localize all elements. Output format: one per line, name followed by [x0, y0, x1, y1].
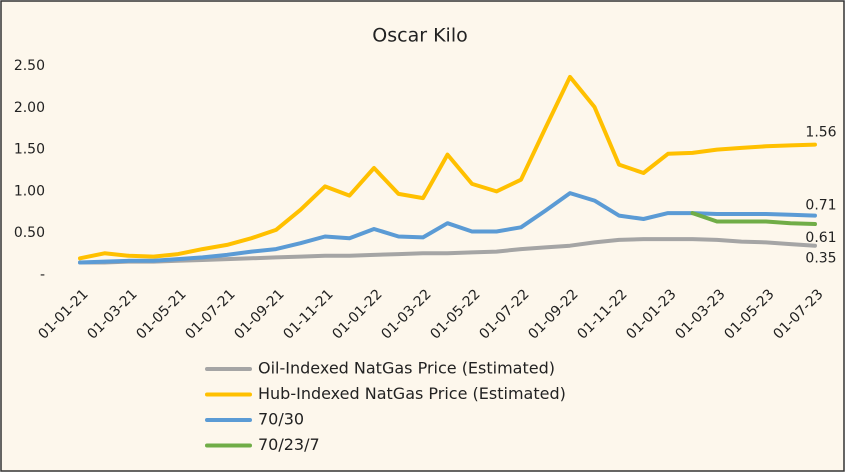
series-line: [690, 211, 817, 226]
series-line: [78, 74, 817, 261]
y-tick-label: 1.50: [14, 142, 45, 158]
chart-title: Oscar Kilo: [372, 25, 467, 47]
data-label: 0.61: [805, 230, 836, 246]
y-tick-label: 0.50: [14, 225, 45, 241]
y-tick-label: 2.50: [14, 58, 45, 74]
data-label: 0.71: [805, 198, 836, 214]
y-tick-label: -: [40, 267, 45, 283]
legend-label: Oil-Indexed NatGas Price (Estimated): [258, 359, 555, 378]
data-label: 1.56: [805, 125, 836, 141]
y-tick-label: 1.00: [14, 183, 45, 199]
legend-label: 70/30: [258, 410, 304, 429]
legend-label: 70/23/7: [258, 435, 320, 454]
legend-label: Hub-Indexed NatGas Price (Estimated): [258, 384, 566, 403]
data-label: 0.35: [805, 251, 836, 267]
series-line: [78, 237, 817, 265]
y-tick-label: 2.00: [14, 100, 45, 116]
